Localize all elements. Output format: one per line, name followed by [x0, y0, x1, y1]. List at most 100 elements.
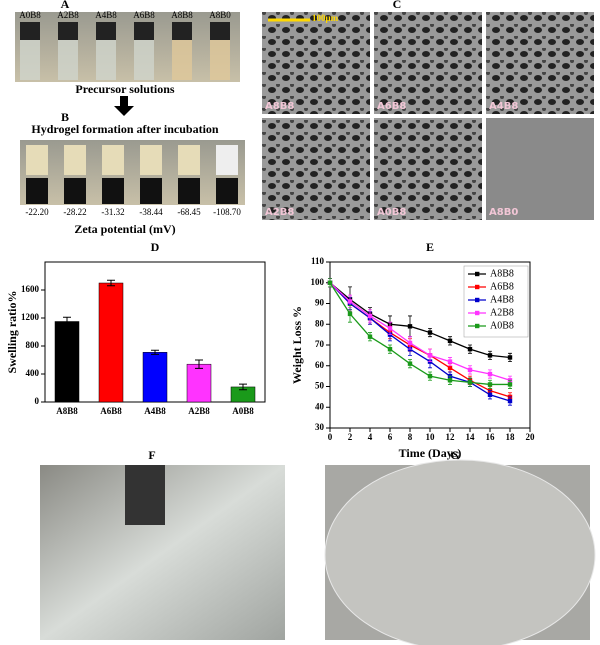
marker	[507, 398, 513, 404]
photo-a	[15, 12, 240, 82]
sem-image	[486, 118, 594, 220]
marker	[507, 355, 513, 360]
x-tick-label: 4	[368, 432, 373, 442]
vial-cap	[216, 178, 238, 204]
zeta-value: -28.22	[63, 207, 86, 217]
y-tick-label: 400	[26, 368, 40, 378]
image-label: A8B8	[265, 101, 294, 112]
x-tick-label: 8	[408, 432, 413, 442]
sem-image	[486, 12, 594, 114]
error-bar	[151, 349, 159, 355]
zeta-value: -108.70	[213, 207, 241, 217]
bar	[142, 352, 168, 403]
panel-label: A	[61, 0, 70, 11]
x-tick-label: 0	[328, 432, 333, 442]
x-tick-label: 18	[506, 432, 516, 442]
marker	[487, 382, 493, 387]
vial-cap	[210, 22, 230, 40]
x-tick-label: 6	[388, 432, 393, 442]
panel-label: F	[148, 448, 155, 462]
y-tick-label: 1200	[21, 312, 40, 322]
zeta-value: -68.45	[177, 207, 201, 217]
vial	[58, 40, 78, 80]
marker	[407, 361, 413, 366]
bar	[54, 321, 80, 403]
x-tick-label: A0B8	[232, 406, 254, 416]
marker	[447, 365, 453, 371]
sem-image	[262, 118, 370, 220]
marker	[407, 340, 413, 346]
marker	[487, 371, 493, 377]
vial-cap	[134, 22, 154, 40]
x-tick-label: 14	[466, 432, 476, 442]
zeta-value: -38.44	[139, 207, 163, 217]
x-tick-label: 20	[526, 432, 536, 442]
y-tick-label: 110	[311, 256, 325, 266]
y-tick-label: 90	[315, 298, 325, 308]
legend-label: A4B8	[490, 294, 514, 305]
legend-label: A0B8	[490, 320, 514, 331]
caption: Precursor solutions	[75, 82, 175, 96]
vial-cap	[178, 178, 200, 204]
marker	[347, 311, 353, 317]
vial	[64, 145, 86, 175]
marker	[447, 359, 453, 364]
y-tick-label: 100	[311, 277, 325, 287]
vial	[172, 40, 192, 80]
panel-label: B	[61, 110, 69, 124]
error-bar	[107, 279, 115, 287]
marker	[487, 353, 493, 358]
marker	[447, 338, 453, 344]
vial	[134, 40, 154, 80]
marker	[447, 378, 453, 383]
line	[329, 282, 510, 386]
y-tick-label: 80	[315, 318, 325, 328]
vial-cap	[64, 178, 86, 204]
photo-b	[20, 140, 245, 205]
syringe	[125, 465, 165, 525]
image-label: A0B8	[377, 207, 406, 218]
legend-marker	[475, 297, 480, 303]
legend-marker	[475, 271, 480, 277]
marker	[427, 353, 433, 358]
vial-label: A0B8	[19, 10, 41, 20]
line	[329, 282, 511, 402]
vial-cap	[140, 178, 162, 204]
y-tick-label: 0	[35, 396, 40, 406]
panel-label: E	[426, 240, 434, 254]
panel-label: C	[393, 0, 402, 11]
vial	[26, 145, 48, 175]
y-tick-label: 60	[315, 360, 325, 370]
legend-label: A2B8	[490, 307, 514, 318]
axis-label: Zeta potential (mV)	[74, 222, 175, 236]
y-tick-label: 70	[315, 339, 325, 349]
vial-label: A4B8	[95, 10, 117, 20]
x-tick-label: 10	[426, 432, 436, 442]
marker	[367, 334, 373, 339]
y-tick-label: 1600	[21, 284, 40, 294]
vial-cap	[102, 178, 124, 204]
arrow	[114, 96, 134, 116]
caption: Hydrogel formation after incubation	[31, 122, 219, 136]
line	[329, 282, 511, 359]
image-label: A2B8	[265, 207, 294, 218]
marker	[427, 373, 433, 379]
error-bar	[195, 359, 203, 369]
vial	[20, 40, 40, 80]
y-tick-label: 30	[315, 422, 325, 432]
marker	[367, 313, 373, 319]
vial-cap	[58, 22, 78, 40]
legend-label: A6B8	[490, 281, 514, 292]
vial-cap	[20, 22, 40, 40]
bar	[98, 282, 124, 403]
vial-label: A8B8	[171, 10, 193, 20]
panel-label: D	[151, 240, 160, 254]
image-label: A4B8	[489, 101, 518, 112]
vial-cap	[172, 22, 192, 40]
marker	[347, 299, 353, 304]
image-label: A8B0	[489, 207, 518, 218]
legend-marker	[475, 284, 480, 290]
image-label: A6B8	[377, 101, 406, 112]
vial-label: A6B8	[133, 10, 155, 20]
dish	[324, 459, 596, 645]
